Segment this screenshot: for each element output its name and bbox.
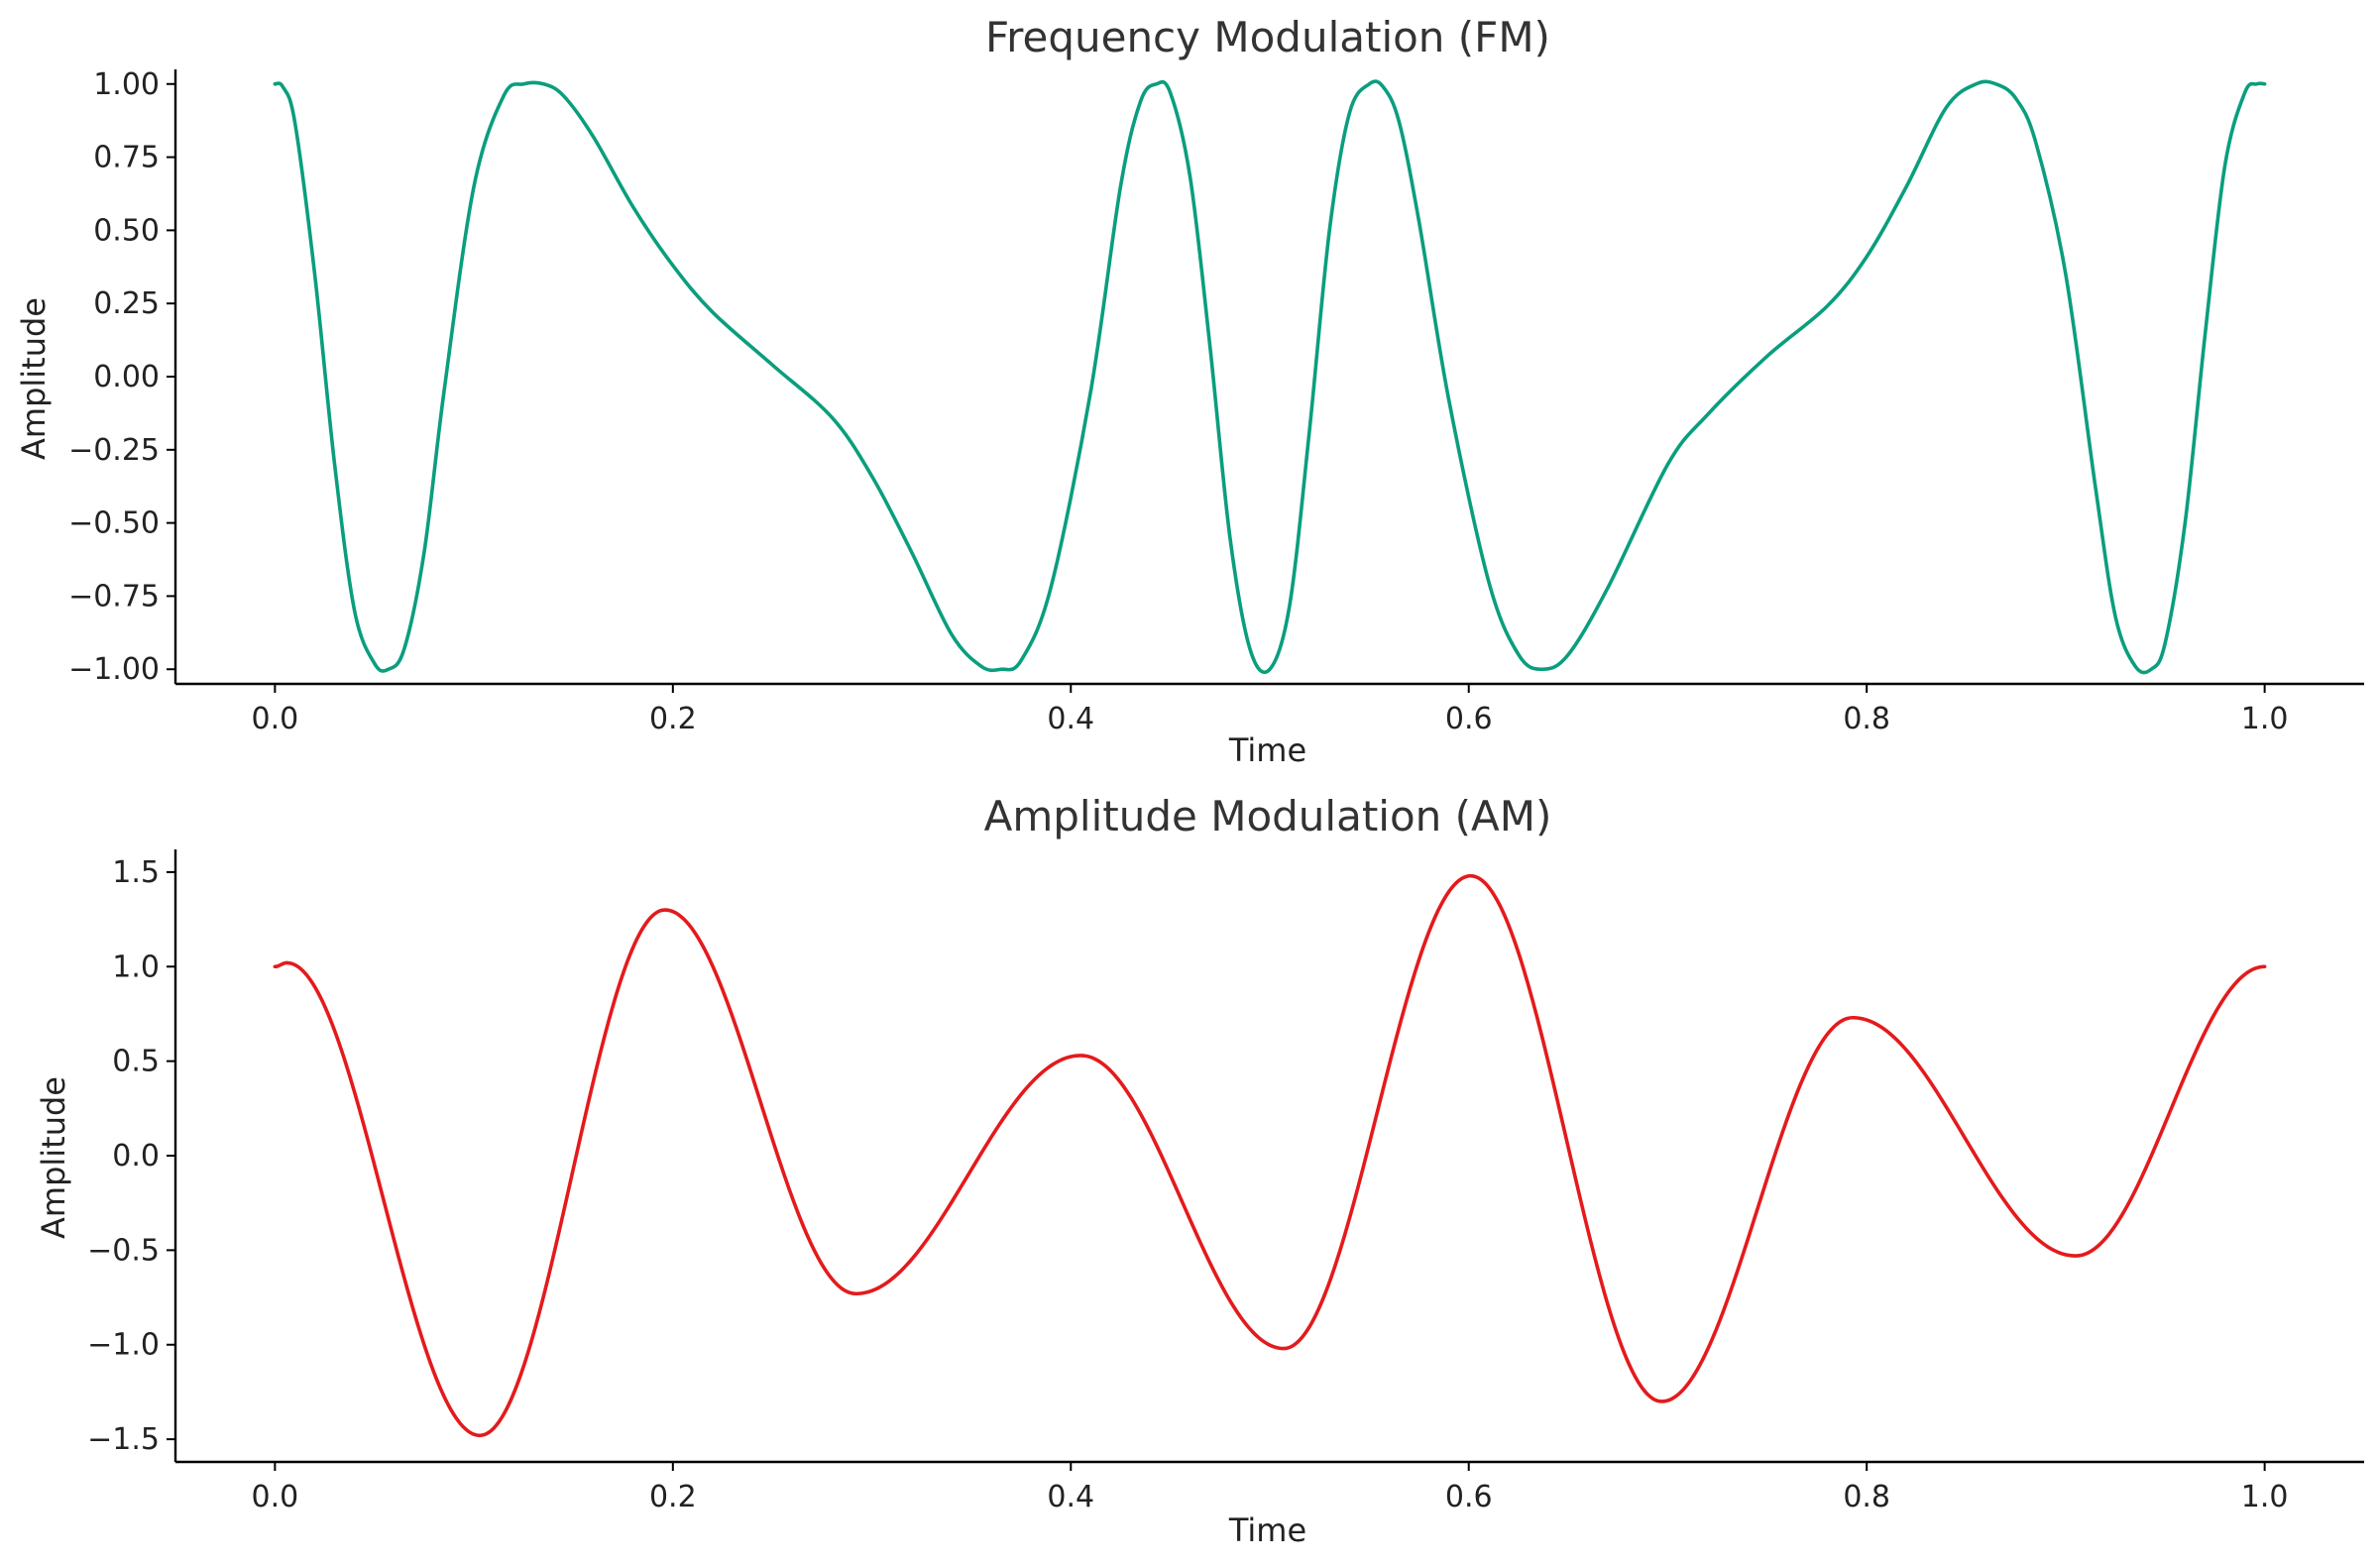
- am-x-tick-label: 0.6: [1445, 1480, 1493, 1514]
- fm-y-tick-label: 0.75: [93, 141, 160, 175]
- am-y-tick-label: −0.5: [87, 1233, 160, 1268]
- am-x-tick-label: 0.0: [252, 1480, 299, 1514]
- fm-chart: Frequency Modulation (FM) Time Amplitude…: [15, 13, 2364, 769]
- am-x-axis-label: Time: [1228, 1511, 1306, 1549]
- am-y-tick-label: 0.0: [112, 1139, 160, 1174]
- am-y-tick-label: −1.0: [87, 1328, 160, 1363]
- am-x-tick-label: 0.8: [1843, 1480, 1890, 1514]
- fm-x-tick-label: 0.2: [649, 702, 697, 736]
- am-y-axis-label: Amplitude: [35, 1076, 72, 1239]
- fm-y-tick-label: −0.25: [68, 433, 160, 468]
- fm-ticks: 0.0 0.2 0.4 0.6 0.8 1.0 1.00 0.75 0.50 0.25 0.00 −0…: [68, 67, 2288, 736]
- am-ticks: 0.0 0.2 0.4 0.6 0.8 1.0 1.5 1.0 0.5 0.0 −0.5 −1.0 −1…: [87, 855, 2288, 1514]
- am-series-line: [273, 873, 2267, 1438]
- am-x-tick-label: 0.4: [1047, 1480, 1094, 1514]
- fm-x-axis-label: Time: [1228, 731, 1306, 769]
- am-y-tick-label: 0.5: [112, 1045, 160, 1079]
- fm-y-tick-label: −1.00: [68, 652, 160, 687]
- am-chart-title: Amplitude Modulation (AM): [984, 792, 1552, 840]
- am-y-tick-label: 1.0: [112, 950, 160, 984]
- fm-x-tick-label: 0.4: [1047, 702, 1094, 736]
- fm-y-tick-label: −0.50: [68, 506, 160, 541]
- am-chart: Amplitude Modulation (AM) Time Amplitude…: [35, 792, 2364, 1549]
- fm-x-tick-label: 0.0: [252, 702, 299, 736]
- am-y-tick-label: −1.5: [87, 1422, 160, 1457]
- fm-x-tick-label: 1.0: [2241, 702, 2289, 736]
- fm-x-tick-label: 0.6: [1445, 702, 1493, 736]
- am-x-tick-label: 0.2: [649, 1480, 697, 1514]
- fm-y-axis-label: Amplitude: [15, 297, 53, 460]
- fm-y-tick-label: 0.50: [93, 213, 160, 248]
- fm-y-tick-label: 0.25: [93, 286, 160, 321]
- fm-x-tick-label: 0.8: [1843, 702, 1890, 736]
- fm-y-tick-label: 0.00: [93, 360, 160, 394]
- fm-series-line: [273, 79, 2267, 675]
- am-x-tick-label: 1.0: [2241, 1480, 2289, 1514]
- fm-y-tick-label: 1.00: [93, 67, 160, 102]
- am-y-tick-label: 1.5: [112, 855, 160, 890]
- fm-chart-title: Frequency Modulation (FM): [985, 13, 1550, 61]
- fm-y-tick-label: −0.75: [68, 579, 160, 614]
